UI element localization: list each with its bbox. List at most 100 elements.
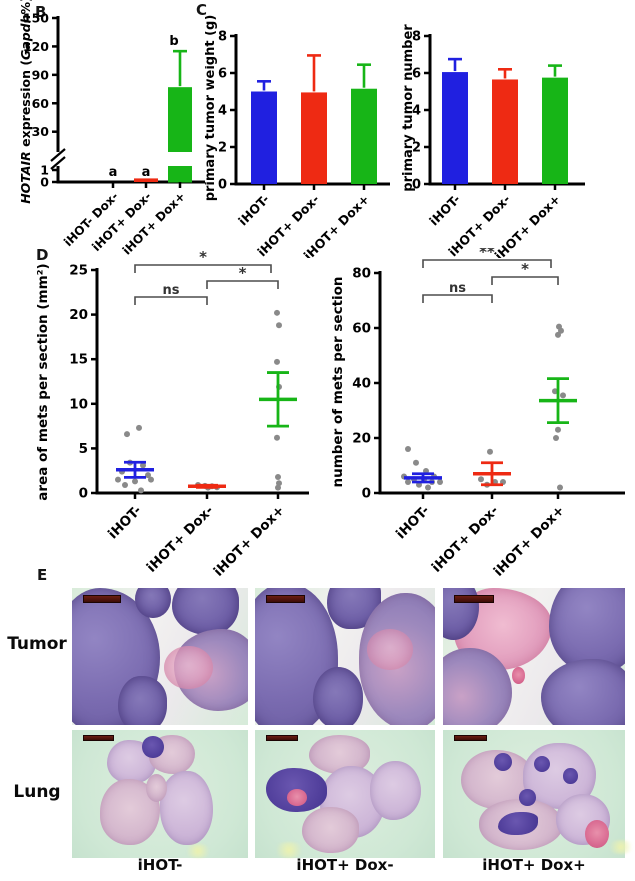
scale-bar-icon bbox=[453, 594, 494, 603]
tissue-blob bbox=[584, 819, 609, 848]
svg-text:40: 40 bbox=[352, 376, 371, 392]
svg-text:120: 120 bbox=[23, 39, 49, 54]
tissue-blob bbox=[493, 753, 513, 771]
col-label-ihot-plus-dox-minus: iHOT+ Dox- bbox=[296, 856, 394, 874]
tissue-blob bbox=[312, 667, 363, 725]
col-label-ihot-minus: iHOT- bbox=[137, 856, 183, 874]
panel-label-d: D bbox=[36, 246, 49, 264]
tissue-blob bbox=[541, 659, 625, 725]
svg-text:30: 30 bbox=[32, 124, 50, 139]
svg-text:4: 4 bbox=[412, 104, 421, 119]
tissue-blob bbox=[163, 645, 213, 690]
svg-text:iHOT+ Dox+: iHOT+ Dox+ bbox=[491, 503, 568, 580]
svg-text:2: 2 bbox=[412, 141, 421, 156]
tissue-blob bbox=[117, 675, 168, 725]
svg-text:ns: ns bbox=[163, 283, 180, 298]
svg-text:a: a bbox=[142, 165, 151, 180]
svg-text:iHOT+ Dox-: iHOT+ Dox- bbox=[429, 503, 502, 576]
histology-image-tumor-ihot-plus-dox-plus bbox=[443, 588, 625, 725]
svg-text:b: b bbox=[169, 34, 178, 49]
svg-text:60: 60 bbox=[352, 321, 371, 337]
svg-text:0: 0 bbox=[362, 486, 371, 502]
scale-bar-icon bbox=[82, 594, 122, 603]
tissue-blob bbox=[534, 755, 551, 773]
area-of-mets-scatter-plot: 0 5 10 15 20 25 * * ns iHOT-iHOT+ Dox-iHOT+ Dox+ a… bbox=[35, 248, 309, 580]
svg-text:iHOT+ Dox-: iHOT+ Dox- bbox=[144, 503, 217, 576]
svg-text:area of mets per section (mm²): area of mets per section (mm²) bbox=[35, 263, 51, 500]
tissue-blob bbox=[370, 760, 421, 820]
panel-label-c: C bbox=[196, 1, 208, 19]
lens-flare bbox=[183, 844, 213, 858]
histology-image-lung-ihot-plus-dox-minus bbox=[255, 730, 435, 858]
tissue-blob bbox=[160, 770, 213, 846]
svg-text:*: * bbox=[521, 260, 529, 278]
scale-bar-icon bbox=[265, 594, 306, 603]
svg-text:primary tumor weight (g): primary tumor weight (g) bbox=[205, 15, 218, 202]
tissue-blob bbox=[142, 736, 164, 759]
tissue-blob bbox=[172, 588, 240, 635]
row-label-tumor: Tumor bbox=[7, 634, 67, 654]
svg-text:15: 15 bbox=[69, 352, 88, 368]
svg-text:25: 25 bbox=[69, 263, 88, 279]
svg-text:iHOT-: iHOT- bbox=[105, 503, 145, 543]
col-label-ihot-plus-dox-plus: iHOT+ Dox+ bbox=[482, 856, 586, 874]
svg-text:80: 80 bbox=[352, 266, 371, 282]
scale-bar-icon bbox=[265, 735, 299, 742]
svg-text:iHOT-: iHOT- bbox=[393, 503, 433, 543]
svg-text:a: a bbox=[109, 165, 118, 180]
svg-text:0: 0 bbox=[40, 175, 49, 190]
svg-text:6: 6 bbox=[218, 67, 227, 82]
svg-text:6: 6 bbox=[412, 67, 421, 82]
svg-text:iHOT-: iHOT- bbox=[235, 192, 272, 229]
svg-text:20: 20 bbox=[352, 431, 371, 447]
svg-text:number of mets per section: number of mets per section bbox=[330, 276, 346, 487]
svg-text:0: 0 bbox=[412, 178, 421, 193]
svg-text:8: 8 bbox=[412, 30, 421, 45]
tissue-blob bbox=[563, 768, 578, 784]
svg-text:*: * bbox=[199, 248, 207, 266]
scale-bar-icon bbox=[453, 735, 487, 742]
svg-text:60: 60 bbox=[32, 96, 50, 111]
svg-text:0: 0 bbox=[79, 486, 88, 502]
svg-text:10: 10 bbox=[69, 396, 88, 412]
svg-text:0: 0 bbox=[218, 178, 227, 193]
tissue-blob bbox=[512, 667, 525, 684]
tissue-blob bbox=[443, 648, 513, 725]
tissue-blob bbox=[135, 588, 171, 619]
histology-image-lung-ihot-minus bbox=[72, 730, 248, 858]
svg-text:**: ** bbox=[479, 248, 495, 261]
tissue-blob bbox=[366, 629, 414, 671]
tissue-blob bbox=[287, 788, 308, 806]
panel-label-b: B bbox=[35, 3, 47, 21]
histology-image-tumor-ihot-minus bbox=[72, 588, 248, 725]
panel-label-e: E bbox=[37, 566, 48, 584]
svg-text:HOTAIR expression (Gapdh%): HOTAIR expression (Gapdh%) bbox=[20, 0, 33, 204]
svg-text:8: 8 bbox=[218, 30, 227, 45]
svg-text:ns: ns bbox=[449, 281, 466, 296]
scale-bar-icon bbox=[82, 735, 115, 742]
svg-text:*: * bbox=[239, 264, 247, 282]
svg-text:5: 5 bbox=[79, 441, 88, 457]
svg-text:1: 1 bbox=[40, 163, 49, 178]
svg-text:20: 20 bbox=[69, 307, 88, 323]
svg-text:4: 4 bbox=[218, 104, 227, 119]
tissue-blob bbox=[497, 811, 538, 835]
lens-flare bbox=[606, 840, 635, 854]
svg-text:90: 90 bbox=[32, 67, 50, 82]
svg-text:iHOT+ Dox-: iHOT+ Dox- bbox=[89, 189, 154, 254]
histology-image-tumor-ihot-plus-dox-minus bbox=[255, 588, 435, 725]
lens-flare bbox=[272, 842, 306, 858]
svg-text:2: 2 bbox=[218, 141, 227, 156]
tissue-blob bbox=[301, 806, 360, 853]
svg-text:primary tumor number: primary tumor number bbox=[401, 24, 416, 192]
svg-text:iHOT-: iHOT- bbox=[426, 192, 463, 229]
histology-image-lung-ihot-plus-dox-plus bbox=[443, 730, 625, 858]
row-label-lung: Lung bbox=[13, 782, 61, 802]
svg-text:150: 150 bbox=[23, 11, 49, 26]
tissue-blob bbox=[519, 788, 536, 806]
